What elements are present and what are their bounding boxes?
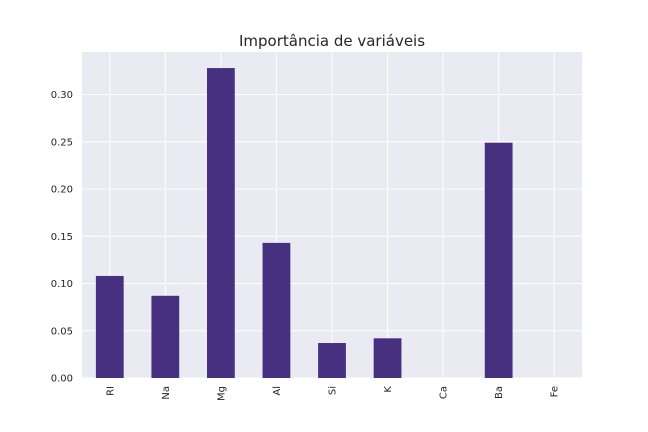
x-tick-label-ri: RI bbox=[105, 386, 116, 396]
x-tick-label-ba: Ba bbox=[494, 386, 505, 399]
chart-title: Importância de variáveis bbox=[239, 32, 425, 50]
y-tick-label: 0.15 bbox=[51, 232, 73, 243]
y-tick-label: 0.05 bbox=[51, 326, 73, 337]
bar-na bbox=[151, 295, 180, 378]
x-tick-label-al: Al bbox=[272, 386, 283, 396]
y-tick-label: 0.00 bbox=[51, 374, 73, 385]
y-axis-ticks: 0.00 0.05 0.10 0.15 0.20 0.25 0.30 bbox=[51, 90, 73, 384]
x-axis-ticks: RI Na Mg Al Si K Ca Ba Fe bbox=[105, 386, 560, 401]
x-tick-label-na: Na bbox=[161, 386, 172, 400]
y-tick-label: 0.10 bbox=[51, 279, 73, 290]
bar-mg bbox=[207, 68, 235, 378]
y-tick-label: 0.20 bbox=[51, 185, 73, 196]
bar-k bbox=[373, 338, 402, 378]
x-tick-label-ca: Ca bbox=[439, 386, 450, 399]
x-tick-label-k: K bbox=[383, 386, 394, 393]
bars bbox=[95, 68, 513, 378]
y-tick-label: 0.30 bbox=[51, 90, 73, 101]
x-tick-label-si: Si bbox=[328, 386, 339, 395]
x-tick-label-mg: Mg bbox=[216, 386, 227, 401]
bar-si bbox=[318, 343, 346, 378]
y-tick-label: 0.25 bbox=[51, 137, 73, 148]
bar-al bbox=[262, 242, 291, 378]
bar-ba bbox=[484, 142, 513, 378]
bar-ri bbox=[95, 275, 124, 378]
x-tick-label-fe: Fe bbox=[550, 386, 561, 397]
